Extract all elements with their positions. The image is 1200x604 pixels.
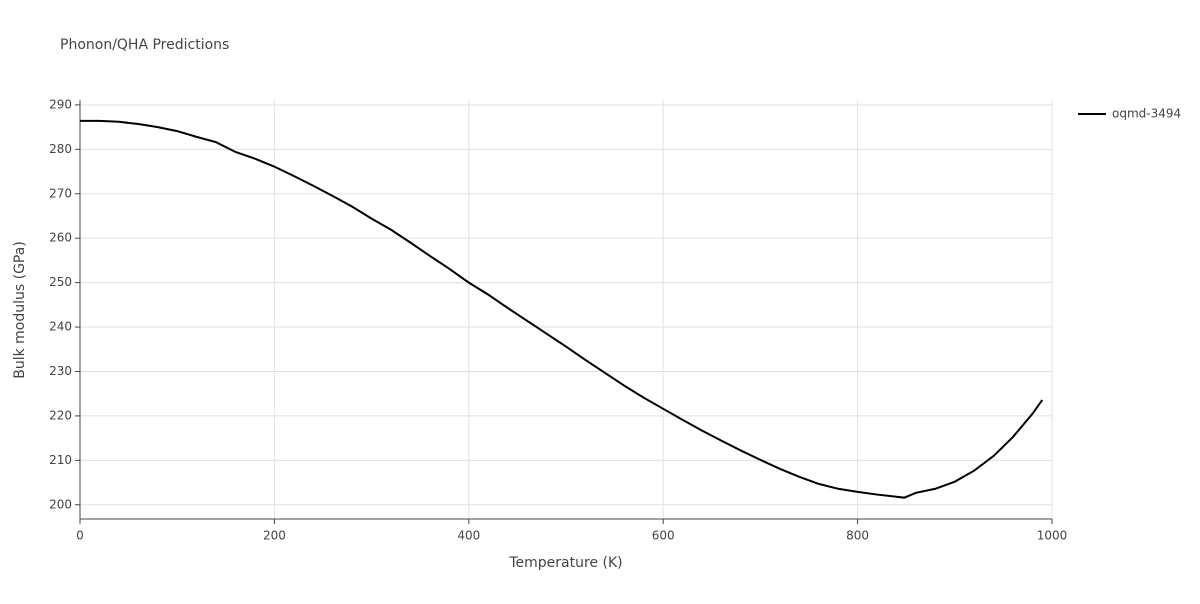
y-tick-label: 270: [49, 186, 72, 200]
chart-title: Phonon/QHA Predictions: [60, 37, 229, 53]
data-line: [80, 119, 1044, 499]
x-tick-label: 800: [846, 529, 869, 543]
y-tick-label: 280: [49, 142, 72, 156]
x-tick-label: 400: [457, 529, 480, 543]
y-tick-label: 260: [49, 231, 72, 245]
y-tick-label: 200: [49, 497, 72, 511]
y-tick-label: 250: [49, 275, 72, 289]
x-tick-label: 600: [652, 529, 675, 543]
y-tick-label: 230: [49, 364, 72, 378]
y-tick-label: 220: [49, 408, 72, 422]
y-axis-label: Bulk modulus (GPa): [12, 241, 28, 379]
y-tick-label: 290: [49, 97, 72, 111]
y-tick-label: 210: [49, 453, 72, 467]
x-tick-label: 200: [263, 529, 286, 543]
y-tick-label: 240: [49, 320, 72, 334]
x-tick-label: 0: [76, 529, 84, 543]
x-axis-label: Temperature (K): [508, 555, 622, 571]
legend-label: oqmd-3494: [1112, 107, 1181, 121]
x-tick-label: 1000: [1037, 529, 1068, 543]
